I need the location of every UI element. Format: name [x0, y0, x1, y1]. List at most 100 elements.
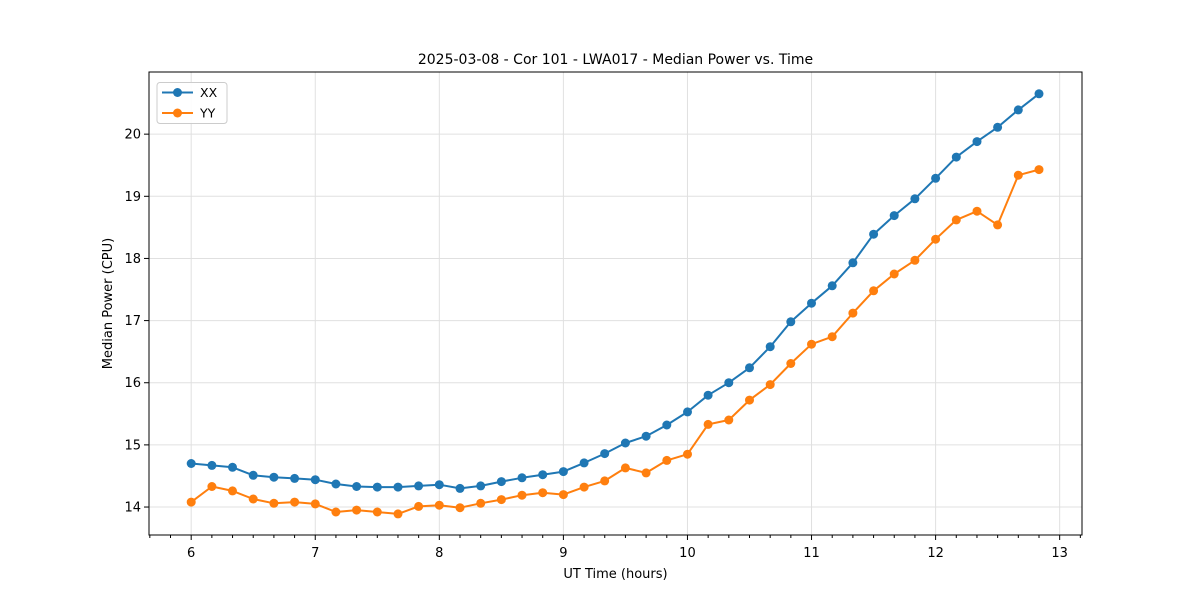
data-point-yy — [393, 509, 403, 519]
y-tick-label: 15 — [124, 438, 141, 453]
series-line-yy — [190, 168, 1040, 515]
data-point-xx — [476, 481, 486, 491]
data-point-xx — [931, 173, 941, 183]
data-point-yy — [786, 359, 796, 368]
y-tick-label: 19 — [124, 190, 141, 205]
data-point-yy — [331, 507, 341, 517]
data-point-yy — [352, 505, 362, 515]
y-tick-label: 20 — [124, 128, 141, 143]
data-point-xx — [455, 483, 465, 493]
data-point-xx — [786, 317, 796, 327]
data-point-xx — [579, 458, 589, 468]
data-point-xx — [745, 363, 754, 373]
y-tick-label: 18 — [124, 252, 141, 267]
data-point-yy — [848, 308, 858, 318]
data-point-yy — [951, 215, 961, 225]
data-point-yy — [1013, 170, 1023, 180]
data-point-yy — [869, 286, 879, 296]
x-tick-label: 7 — [311, 546, 319, 561]
data-point-xx — [600, 449, 610, 459]
data-point-yy — [207, 482, 217, 491]
data-point-yy — [745, 395, 754, 405]
data-point-xx — [434, 480, 444, 490]
data-point-xx — [993, 122, 1003, 132]
legend-label-yy: YY — [199, 106, 216, 121]
data-point-yy — [269, 498, 279, 508]
legend: XX YY — [156, 82, 228, 124]
data-point-xx — [807, 298, 816, 308]
x-tick-label: 10 — [679, 546, 696, 561]
data-point-xx — [1034, 89, 1044, 99]
plot-border — [148, 71, 1083, 536]
data-point-yy — [434, 500, 444, 510]
data-point-yy — [724, 415, 734, 425]
data-point-xx — [724, 378, 734, 388]
data-point-xx — [207, 460, 217, 470]
data-point-xx — [765, 342, 775, 352]
data-point-xx — [414, 481, 424, 491]
data-point-yy — [683, 449, 692, 459]
chart-title: 2025-03-08 - Cor 101 - LWA017 - Median P… — [418, 52, 813, 68]
data-point-yy — [972, 206, 982, 216]
data-point-xx — [889, 211, 899, 221]
data-point-yy — [827, 332, 837, 342]
data-point-xx — [869, 229, 879, 239]
data-point-yy — [310, 499, 320, 509]
data-point-yy — [1034, 165, 1044, 175]
data-point-yy — [703, 419, 713, 429]
data-point-xx — [972, 137, 982, 147]
y-tick-label: 14 — [124, 501, 141, 516]
data-point-yy — [186, 497, 196, 507]
data-point-xx — [290, 473, 300, 483]
data-point-yy — [765, 380, 775, 390]
x-tick-label: 8 — [435, 546, 443, 561]
x-tick-label: 12 — [927, 546, 944, 561]
data-point-yy — [807, 339, 816, 349]
x-tick-label: 9 — [559, 546, 567, 561]
data-point-yy — [620, 463, 630, 473]
data-point-yy — [517, 490, 527, 500]
data-point-xx — [703, 390, 713, 400]
data-point-yy — [641, 468, 651, 478]
data-point-xx — [352, 482, 362, 491]
y-tick-label: 16 — [124, 376, 141, 391]
data-point-xx — [248, 470, 258, 480]
data-point-yy — [290, 497, 300, 507]
legend-label-xx: XX — [200, 85, 218, 100]
data-point-xx — [310, 475, 320, 485]
grid-layer — [149, 72, 1082, 535]
data-point-xx — [1013, 105, 1023, 115]
data-point-yy — [889, 269, 899, 279]
data-point-yy — [372, 507, 382, 517]
x-tick-label: 11 — [803, 546, 820, 561]
data-point-xx — [228, 462, 237, 472]
data-point-yy — [476, 498, 486, 508]
data-point-xx — [393, 482, 403, 492]
data-point-xx — [186, 459, 196, 468]
data-point-yy — [993, 220, 1003, 230]
data-point-yy — [496, 495, 506, 505]
tick-layer: 6 7 8 9 10 11 12 13 14 15 16 17 18 19 20 — [124, 128, 1081, 561]
x-tick-label: 6 — [187, 546, 195, 561]
data-point-xx — [683, 407, 692, 417]
data-point-yy — [600, 476, 610, 486]
data-point-yy — [228, 486, 237, 496]
data-point-yy — [558, 490, 568, 500]
x-axis-label: UT Time (hours) — [563, 567, 667, 582]
data-point-xx — [951, 152, 961, 162]
data-point-xx — [848, 258, 858, 268]
series-line-xx — [191, 93, 1040, 490]
data-point-xx — [496, 477, 506, 487]
x-tick-label: 13 — [1051, 546, 1068, 561]
data-point-yy — [579, 482, 589, 492]
data-point-yy — [455, 503, 465, 513]
data-point-xx — [641, 431, 651, 441]
data-point-xx — [827, 281, 837, 291]
data-point-yy — [248, 494, 258, 504]
y-tick-label: 17 — [124, 314, 141, 329]
y-axis-label: Median Power (CPU) — [101, 238, 116, 369]
legend-marker-icon — [173, 88, 182, 97]
data-point-xx — [372, 482, 382, 492]
